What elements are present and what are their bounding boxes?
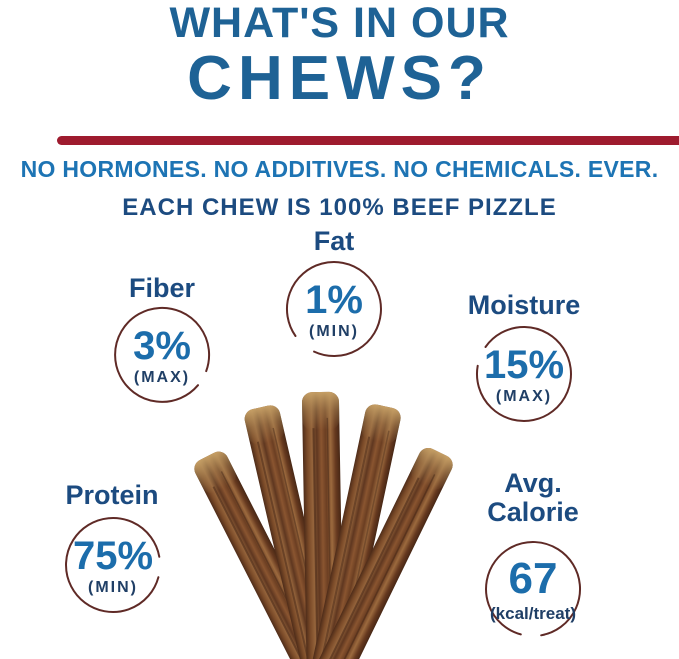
hand-drawn-circle-icon	[114, 306, 211, 403]
stat-circle-moisture: 15% (MAX)	[472, 322, 576, 426]
stat-value-moisture: 15%	[483, 342, 565, 387]
stat-circle-fiber: 3% (MAX)	[110, 303, 214, 407]
stat-qualifier-fiber: (MAX)	[133, 368, 191, 386]
hand-drawn-circle-icon	[485, 541, 581, 637]
stat-label-fat: Fat	[313, 226, 355, 256]
hand-drawn-circle-icon	[285, 261, 382, 357]
stat-qualifier-protein: (MIN)	[88, 578, 138, 596]
stat-label-avg-calorie: Avg. Calorie	[487, 468, 579, 528]
stat-qualifier-moisture: (MAX)	[495, 387, 553, 405]
subtitle-no-additives: NO HORMONES. NO ADDITIVES. NO CHEMICALS.…	[20, 156, 659, 182]
subtitle-beef-pizzle: EACH CHEW IS 100% BEEF PIZZLE	[122, 194, 557, 221]
bully-sticks-photo	[194, 391, 453, 659]
stat-circle-fat: 1% (MIN)	[282, 257, 386, 361]
stat-label-protein: Protein	[65, 480, 159, 510]
stat-circle-avg-calorie: 67 (kcal/treat)	[481, 537, 585, 641]
stat-qualifier-fat: (MIN)	[309, 322, 359, 340]
bully-stick	[303, 447, 453, 659]
page-title-line2: CHEWS?	[187, 44, 492, 113]
hand-drawn-circle-icon	[65, 517, 161, 613]
hand-drawn-circle-icon	[476, 325, 572, 422]
stat-value-fat: 1%	[305, 277, 363, 322]
stat-label-moisture: Moisture	[467, 290, 581, 320]
stat-circle-protein: 75% (MIN)	[61, 513, 165, 617]
stat-qualifier-avg-calorie: (kcal/treat)	[490, 603, 576, 623]
bully-stick	[306, 404, 401, 659]
stat-label-fiber: Fiber	[128, 273, 195, 303]
stat-value-protein: 75%	[72, 533, 154, 578]
red-divider-line	[57, 136, 679, 145]
stat-value-fiber: 3%	[133, 323, 191, 368]
page-title-line1: WHAT'S IN OUR	[169, 0, 510, 47]
stat-value-avg-calorie: 67	[508, 553, 558, 603]
